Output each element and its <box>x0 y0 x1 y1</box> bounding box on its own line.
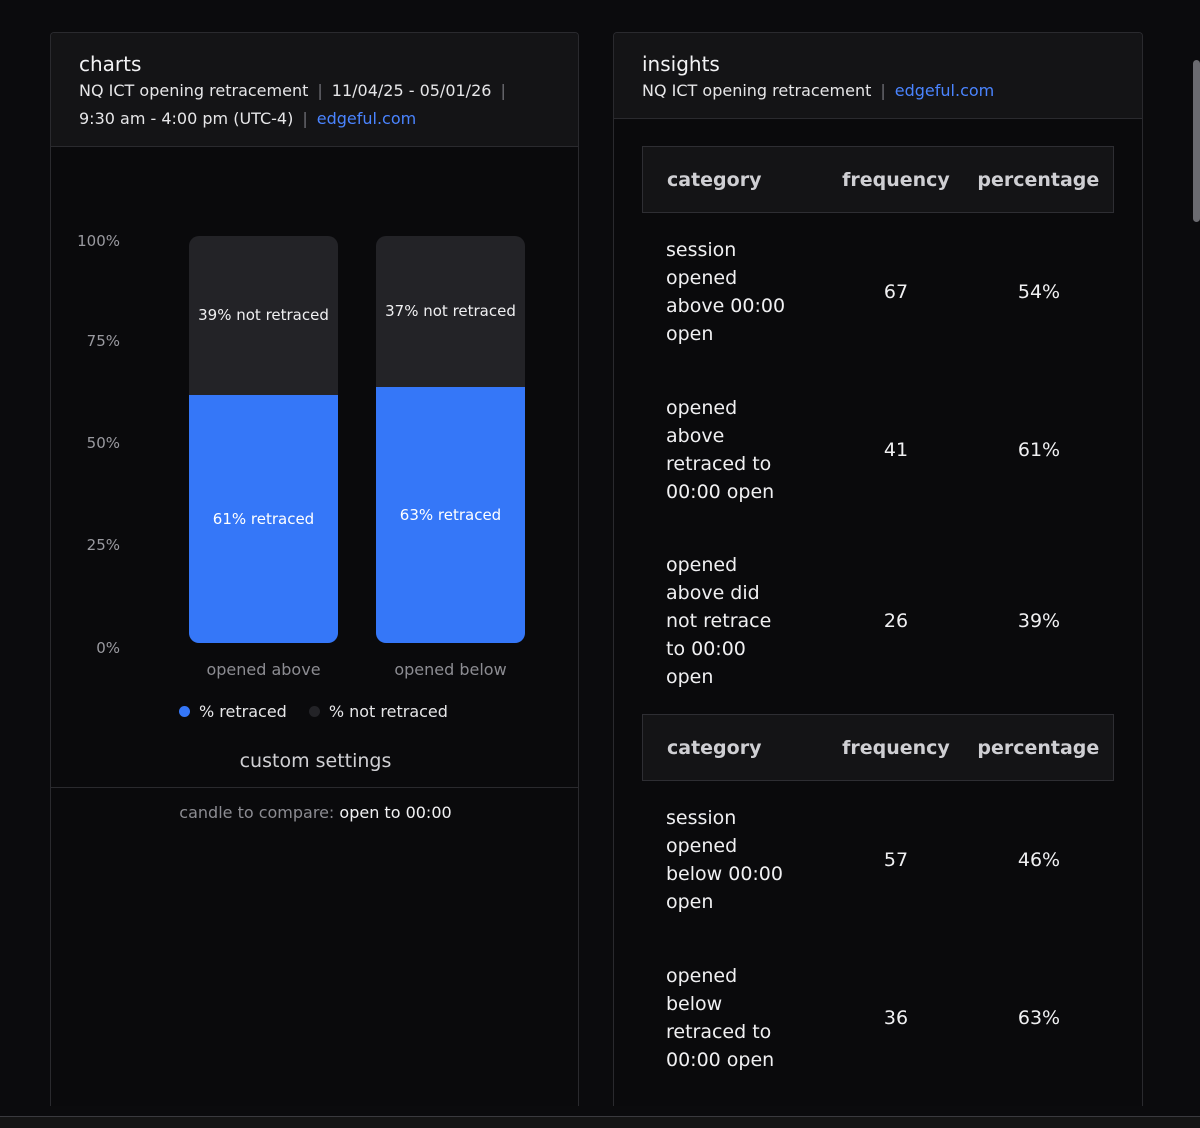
x-axis-label: opened above <box>206 660 321 679</box>
header-percentage: percentage <box>977 736 1100 759</box>
row-frequency: 41 <box>883 439 909 461</box>
insights-meta: NQ ICT opening retracement | edgeful.com <box>642 77 1114 105</box>
header-percentage: percentage <box>977 168 1100 191</box>
bar-segment-retraced[interactable]: 61% retraced <box>189 394 338 643</box>
header-frequency: frequency <box>842 168 950 191</box>
charts-header: charts NQ ICT opening retracement | 11/04/… <box>51 33 578 147</box>
charts-meta-line2: 9:30 am - 4:00 pm (UTC-4) | edgeful.com <box>79 105 550 133</box>
row-percentage: 63% <box>1017 1007 1061 1029</box>
table-header: category frequency percentage <box>642 146 1114 213</box>
row-percentage: 54% <box>1017 281 1061 303</box>
row-category: opened above did not retrace to 00:00 op… <box>666 554 772 688</box>
custom-setting-row: candle to compare: open to 00:00 <box>51 803 578 822</box>
strategy-name: NQ ICT opening retracement <box>642 81 872 100</box>
header-category: category <box>667 736 762 759</box>
bar-opened-above[interactable]: 39% not retraced 61% retraced <box>189 236 338 643</box>
charts-panel: charts NQ ICT opening retracement | 11/04/… <box>50 32 579 1106</box>
custom-setting-value: open to 00:00 <box>339 803 452 822</box>
legend-label-not-retraced: % not retraced <box>328 702 448 721</box>
row-category: session opened below 00:00 open <box>666 807 783 913</box>
separator: | <box>880 81 886 100</box>
row-frequency: 36 <box>883 1007 909 1029</box>
separator: | <box>317 81 323 100</box>
separator: | <box>500 81 506 100</box>
y-tick-label: 25% <box>86 536 120 554</box>
row-frequency: 26 <box>883 610 909 632</box>
divider <box>51 787 578 788</box>
x-axis-label: opened below <box>394 660 507 679</box>
bar-opened-below[interactable]: 37% not retraced 63% retraced <box>376 236 525 643</box>
bar-segment-not-retraced[interactable]: 39% not retraced <box>189 236 338 395</box>
legend-item-retraced[interactable]: % retraced <box>179 702 287 721</box>
row-frequency: 57 <box>883 849 909 871</box>
legend-dot-not-retraced <box>308 706 320 717</box>
date-range: 11/04/25 - 05/01/26 <box>331 81 492 100</box>
edgeful-link[interactable]: edgeful.com <box>316 109 417 128</box>
table-row: opened above retraced to 00:00 open 41 6… <box>642 371 1114 529</box>
bar-segment-not-retraced[interactable]: 37% not retraced <box>376 236 525 387</box>
edgeful-link[interactable]: edgeful.com <box>894 81 995 100</box>
legend-label-retraced: % retraced <box>199 702 287 721</box>
table-row: opened below retraced to 00:00 open 36 6… <box>642 939 1114 1097</box>
custom-setting-key: candle to compare: <box>179 803 335 822</box>
insights-table-above: category frequency percentage session op… <box>642 146 1114 713</box>
legend-dot-retraced <box>179 706 190 717</box>
row-frequency: 67 <box>883 281 909 303</box>
header-frequency: frequency <box>842 736 950 759</box>
insights-table-below: category frequency percentage session op… <box>642 714 1114 1097</box>
row-category: session opened above 00:00 open <box>666 239 786 345</box>
bottom-strip <box>0 1116 1200 1128</box>
row-percentage: 39% <box>1017 610 1061 632</box>
insights-title: insights <box>642 52 720 76</box>
page-scrollbar[interactable] <box>1193 60 1200 222</box>
row-percentage: 46% <box>1017 849 1061 871</box>
row-category: opened above retraced to 00:00 open <box>666 397 775 503</box>
table-row: session opened below 00:00 open 57 46% <box>642 781 1114 939</box>
custom-settings-title: custom settings <box>239 750 392 772</box>
y-tick-label: 50% <box>86 434 120 452</box>
insights-panel: insights NQ ICT opening retracement | edge… <box>613 32 1143 1106</box>
row-category: opened below retraced to 00:00 open <box>666 965 775 1071</box>
y-tick-label: 75% <box>86 332 120 350</box>
charts-meta-line1: NQ ICT opening retracement | 11/04/25 - 05… <box>79 77 550 105</box>
legend-item-not-retraced[interactable]: % not retraced <box>308 702 448 721</box>
separator: | <box>302 109 308 128</box>
charts-title: charts <box>79 52 142 76</box>
strategy-name: NQ ICT opening retracement <box>79 81 309 100</box>
table-row: session opened above 00:00 open 67 54% <box>642 213 1114 371</box>
y-tick-label: 0% <box>96 639 120 657</box>
stacked-bar-chart: % retraced % not retraced 100% 75% 50% 25% 0… <box>51 147 578 721</box>
insights-header: insights NQ ICT opening retracement | edge… <box>614 33 1142 119</box>
header-category: category <box>667 168 762 191</box>
table-header: category frequency percentage <box>642 714 1114 781</box>
chart-legend: % retraced % not retraced <box>179 702 470 721</box>
session-time: 9:30 am - 4:00 pm (UTC-4) <box>79 109 294 128</box>
y-tick-label: 100% <box>77 232 120 250</box>
row-percentage: 61% <box>1017 439 1061 461</box>
table-row: opened above did not retrace to 00:00 op… <box>642 529 1114 713</box>
bar-segment-retraced[interactable]: 63% retraced <box>376 386 525 643</box>
